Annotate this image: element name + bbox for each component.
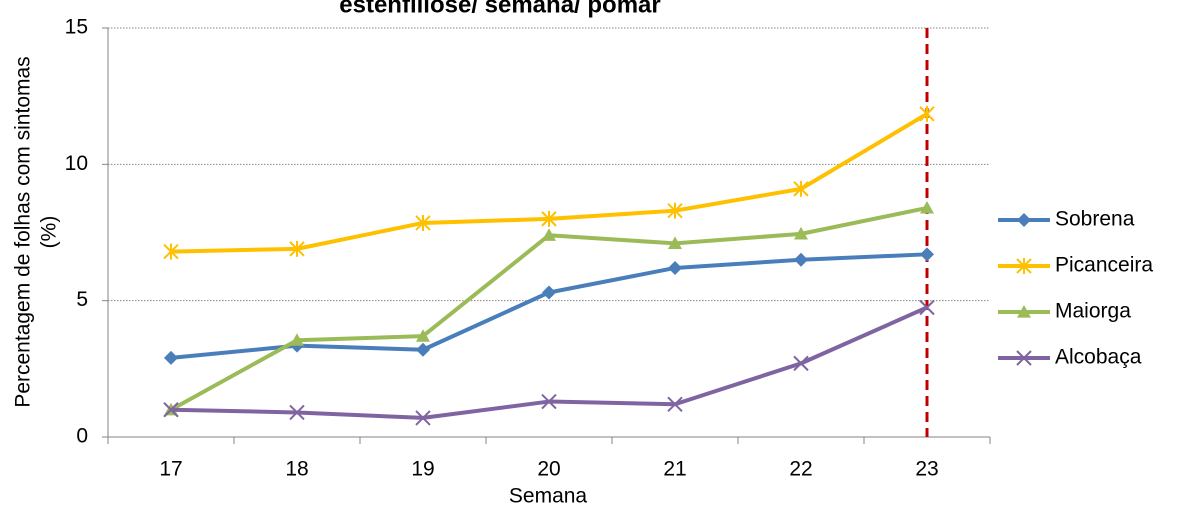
legend-label: Maiorga xyxy=(1055,300,1131,323)
marker xyxy=(667,202,683,219)
x-tick-label: 21 xyxy=(663,458,686,481)
marker xyxy=(163,243,179,260)
marker xyxy=(794,252,808,267)
marker xyxy=(415,410,431,426)
marker xyxy=(542,228,556,241)
marker xyxy=(541,393,557,410)
legend-marker xyxy=(1016,350,1032,366)
y-tick-label: 0 xyxy=(76,425,88,448)
y-tick-label: 5 xyxy=(76,288,88,311)
marker xyxy=(164,350,178,365)
marker xyxy=(919,299,935,316)
legend-marker xyxy=(1017,213,1031,227)
marker xyxy=(541,210,557,227)
marker xyxy=(289,404,305,421)
x-tick-label: 22 xyxy=(789,458,812,481)
y-axis-label: Percentagem de folhas com sintomas xyxy=(12,56,35,407)
marker xyxy=(289,240,305,257)
marker xyxy=(920,247,934,262)
marker xyxy=(668,236,682,250)
marker xyxy=(668,260,682,275)
marker xyxy=(793,355,809,372)
x-tick-label: 23 xyxy=(915,458,938,481)
x-axis-label: Semana xyxy=(509,485,588,508)
legend-label: Alcobaça xyxy=(1055,346,1142,369)
marker xyxy=(416,329,430,342)
x-tick-label: 20 xyxy=(537,458,560,481)
marker xyxy=(793,180,809,197)
marker xyxy=(416,342,430,357)
legend-marker xyxy=(1016,258,1032,274)
series-line xyxy=(170,252,928,360)
x-tick-label: 19 xyxy=(411,458,434,481)
marker xyxy=(163,402,179,418)
x-tick-label: 17 xyxy=(159,458,182,481)
marker xyxy=(667,396,683,412)
marker xyxy=(794,226,808,240)
y-tick-label: 10 xyxy=(65,152,88,175)
x-tick-label: 18 xyxy=(285,458,308,481)
marker xyxy=(542,285,556,300)
legend-marker xyxy=(1017,305,1031,318)
legend-label: Picanceira xyxy=(1055,254,1153,277)
marker xyxy=(415,214,431,231)
marker xyxy=(290,333,304,346)
y-axis-label: (%) xyxy=(38,216,61,249)
marker xyxy=(919,105,935,122)
y-tick-label: 15 xyxy=(65,16,88,39)
legend-label: Sobrena xyxy=(1055,208,1135,231)
marker xyxy=(920,200,934,214)
chart-title: estenfiliose/ semana/ pomar xyxy=(339,0,660,18)
